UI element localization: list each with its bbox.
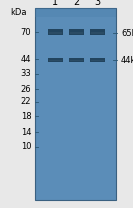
Text: 10: 10 [21,142,31,151]
Bar [69,29,84,35]
Bar [90,58,105,62]
Bar [69,58,84,62]
Text: 33: 33 [20,69,31,78]
Text: kDa: kDa [11,8,27,17]
Bar [35,8,116,17]
Bar [48,29,63,35]
Text: 3: 3 [95,0,101,7]
Bar [48,58,63,62]
Text: 26: 26 [21,85,31,94]
Bar [70,59,83,61]
Text: 14: 14 [21,128,31,137]
Text: 65kDa: 65kDa [121,29,133,38]
Text: 44: 44 [21,55,31,64]
Bar [92,32,104,34]
Text: 70: 70 [21,28,31,37]
Bar [92,59,104,61]
Text: 1: 1 [52,0,58,7]
Text: 44kDa: 44kDa [121,56,133,65]
Bar [90,29,105,35]
Bar [49,32,61,34]
Text: 18: 18 [21,112,31,121]
Bar [49,59,61,61]
Bar [35,8,116,200]
Text: 22: 22 [21,97,31,106]
Text: 2: 2 [73,0,80,7]
Bar [70,32,83,34]
